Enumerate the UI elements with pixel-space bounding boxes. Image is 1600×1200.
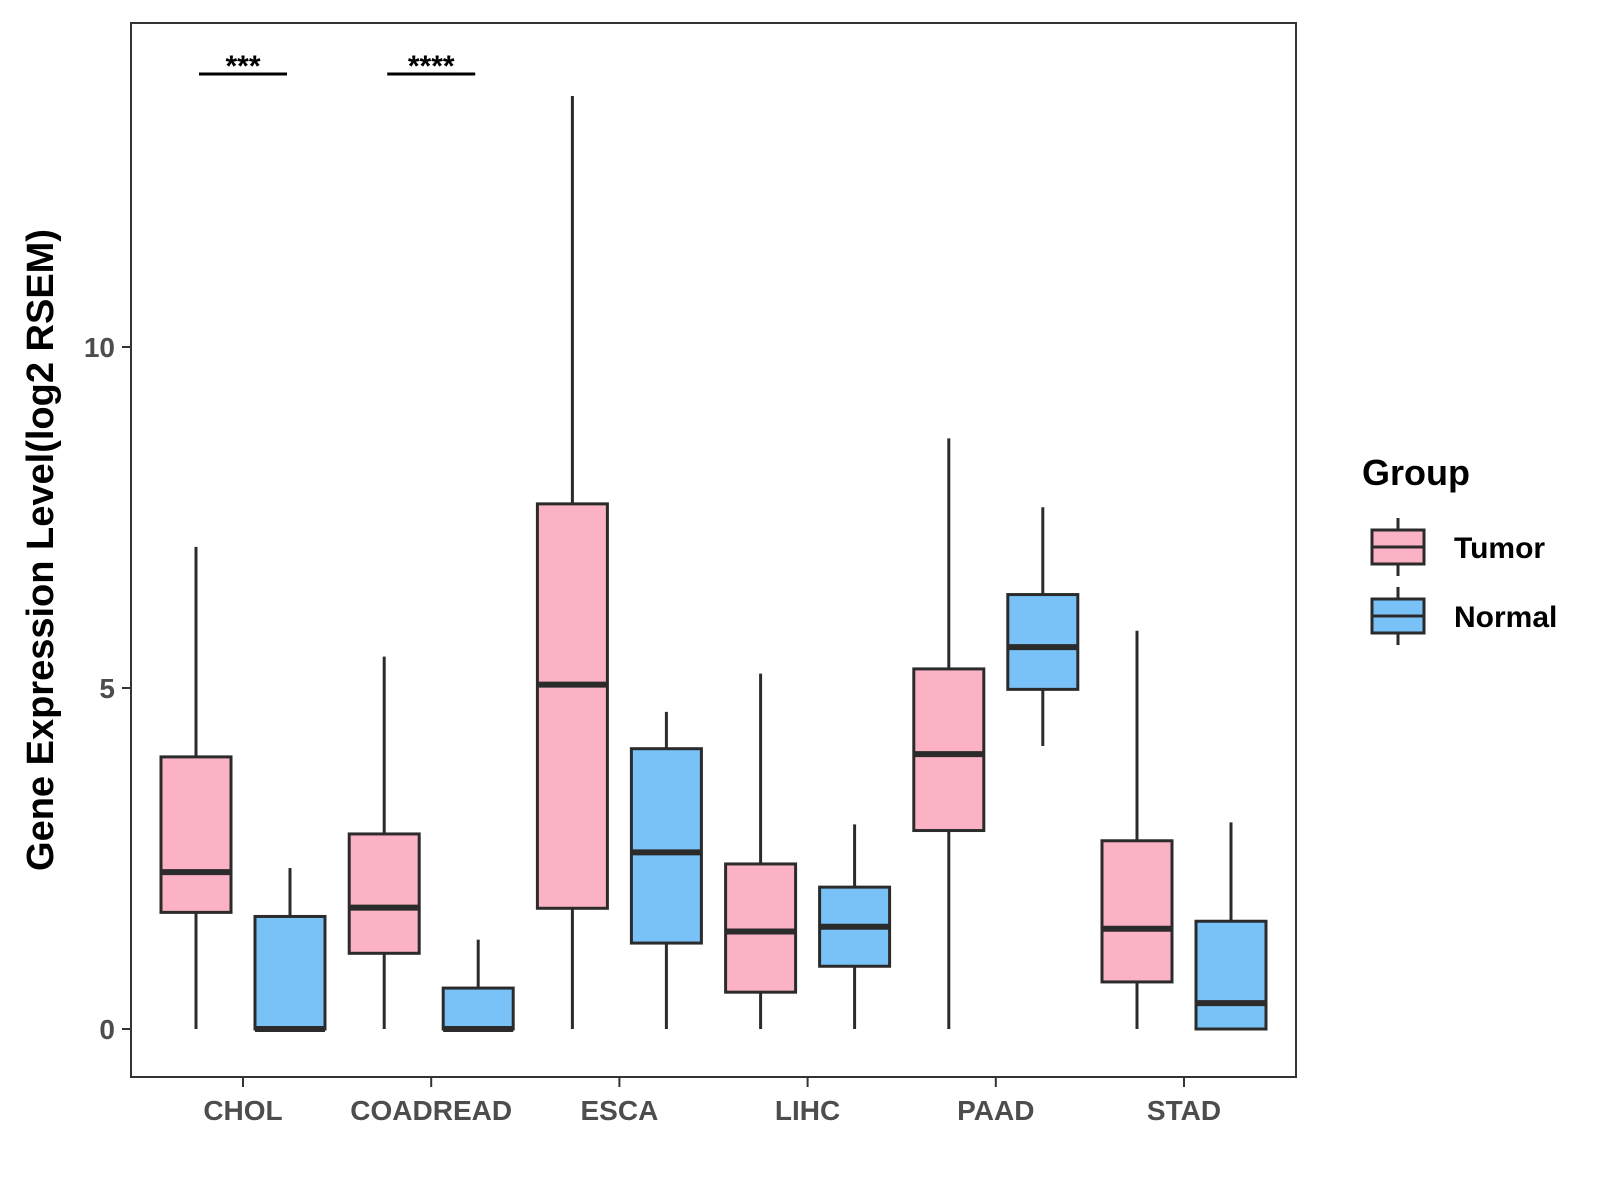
y-axis-title: Gene Expression Level(log2 RSEM): [20, 229, 62, 871]
panel-border: [130, 22, 1297, 1078]
x-tick-label: ESCA: [581, 1095, 659, 1126]
box-tumor-coadread: [347, 656, 421, 1029]
box-tumor-stad: [1100, 630, 1174, 1029]
x-tick-label: COADREAD: [350, 1095, 512, 1126]
legend-entries: Tumor Normal: [1370, 518, 1557, 645]
box-iqr: [253, 914, 327, 1031]
legend: Group Tumor Normal: [1362, 452, 1557, 645]
legend-title: Group: [1362, 452, 1470, 493]
box-iqr: [629, 747, 703, 945]
significance-annotations: *** ****: [199, 50, 476, 83]
box-tumor-lihc: [724, 673, 798, 1029]
box-iqr: [535, 502, 609, 910]
box-iqr: [347, 832, 421, 955]
box-normal-chol: [253, 868, 327, 1032]
box-iqr: [441, 986, 515, 1031]
box-tumor-paad: [912, 438, 986, 1029]
box-normal-coadread: [441, 939, 515, 1032]
box-tumor-esca: [535, 96, 609, 1029]
box-iqr: [912, 667, 986, 833]
x-tick-label: PAAD: [957, 1095, 1034, 1126]
legend-label: Tumor: [1454, 532, 1545, 565]
x-tick-label: CHOL: [203, 1095, 282, 1126]
x-tick-label: STAD: [1147, 1095, 1221, 1126]
box-normal-paad: [1006, 507, 1080, 746]
x-tick-label: LIHC: [775, 1095, 840, 1126]
box-iqr: [1194, 919, 1268, 1031]
box-normal-esca: [629, 711, 703, 1029]
box-iqr: [159, 755, 233, 914]
box-normal-stad: [1194, 822, 1268, 1031]
box-tumor-chol: [159, 546, 233, 1029]
boxes: [159, 96, 1268, 1032]
legend-entry-tumor: Tumor: [1370, 518, 1545, 576]
y-tick-label: 5: [99, 673, 115, 704]
legend-label: Normal: [1454, 601, 1557, 634]
significance-label: ****: [408, 50, 455, 83]
y-tick-label: 0: [99, 1014, 115, 1045]
box-iqr: [1006, 593, 1080, 691]
x-axis: CHOL COADREAD ESCA LIHC PAAD STAD: [203, 1077, 1221, 1126]
box-iqr: [1100, 839, 1174, 984]
significance-label: ***: [225, 50, 260, 83]
box-normal-lihc: [818, 824, 892, 1029]
legend-entry-normal: Normal: [1370, 587, 1557, 645]
y-tick-label: 10: [84, 332, 115, 363]
box-iqr: [724, 862, 798, 994]
y-axis: 0 5 10: [84, 332, 131, 1045]
